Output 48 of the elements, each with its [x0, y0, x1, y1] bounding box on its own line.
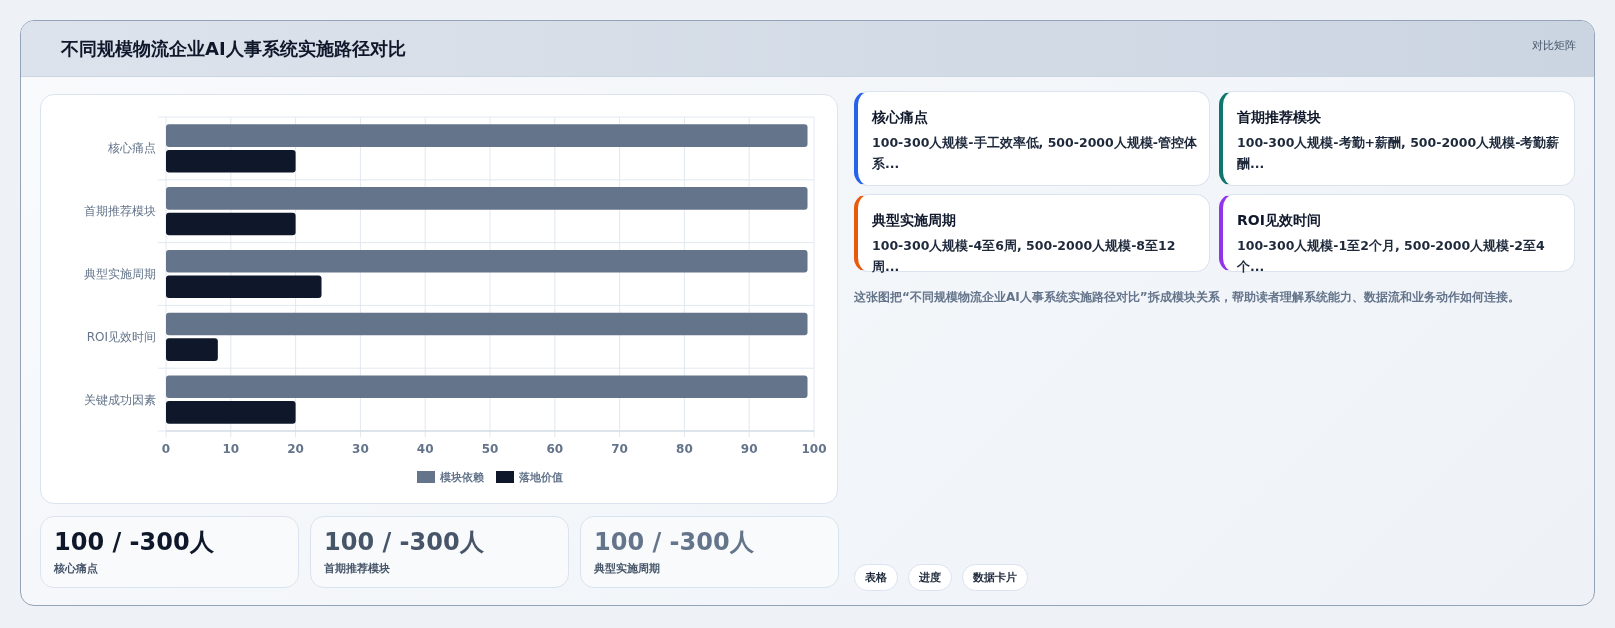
text: 核心痛点 [54, 561, 98, 576]
bar [166, 312, 808, 336]
x-tick-label: 90 [740, 442, 758, 456]
bar [166, 375, 808, 399]
text: 不同规模物流企业AI人事系统实施路径对比 [61, 37, 406, 61]
y-tick-label: 首期推荐模块 [84, 204, 156, 219]
x-tick-label: 30 [352, 442, 369, 456]
y-tick-label: 典型实施周期 [84, 267, 156, 281]
bar [166, 338, 218, 361]
text: 表格 [854, 564, 898, 591]
text: 100 / -300人 [54, 527, 214, 558]
legend-label: 落地价值 [518, 471, 563, 484]
text: 数据卡片 [962, 564, 1028, 591]
y-tick-label: ROI见效时间 [86, 329, 156, 344]
y-tick-label: 关键成功因素 [84, 392, 156, 407]
text: 这张图把“不同规模物流企业AI人事系统实施路径对比”拆成模块关系，帮助读者理解系统能力、数据流和业务动作如何连接。 [854, 289, 1521, 306]
bar [166, 149, 296, 173]
bar [166, 401, 296, 424]
x-tick-label: 40 [416, 442, 434, 456]
text: 100-300人规模-手工效率低, 500-2000人规模-管控体系... [872, 134, 1198, 173]
text: 100-300人规模-4至6周, 500-2000人规模-8至12周... [872, 237, 1177, 276]
text: 进度 [908, 564, 952, 591]
text: 首期推荐模块 [1237, 109, 1321, 127]
bar [166, 212, 296, 236]
x-tick-label: 70 [611, 442, 628, 456]
bar [166, 187, 808, 210]
y-tick-label: 核心痛点 [107, 141, 156, 156]
text: 100 / -300人 [594, 527, 754, 558]
x-tick-label: 50 [481, 442, 499, 456]
bar [166, 275, 322, 299]
text: 100-300人规模-考勤+薪酬, 500-2000人规模-考勤薪酬... [1237, 134, 1561, 173]
text: 100 / -300人 [324, 527, 484, 558]
bar [166, 249, 808, 273]
x-tick-label: 10 [222, 442, 240, 456]
text: 核心痛点 [872, 109, 928, 127]
text: 100-300人规模-1至2个月, 500-2000人规模-2至4个... [1237, 237, 1546, 276]
text: 典型实施周期 [594, 561, 660, 576]
text: ROI见效时间 [1237, 212, 1321, 230]
x-tick-label: 100 [801, 442, 827, 456]
legend-label: 模块依赖 [439, 471, 484, 484]
bar [166, 124, 808, 147]
x-tick-label: 20 [287, 442, 304, 456]
text: 对比矩阵 [1532, 38, 1576, 53]
text: 首期推荐模块 [324, 561, 390, 576]
x-tick-label: 60 [546, 442, 564, 456]
x-tick-label: 0 [161, 442, 171, 456]
x-tick-label: 80 [676, 442, 693, 456]
text: 典型实施周期 [872, 212, 956, 230]
